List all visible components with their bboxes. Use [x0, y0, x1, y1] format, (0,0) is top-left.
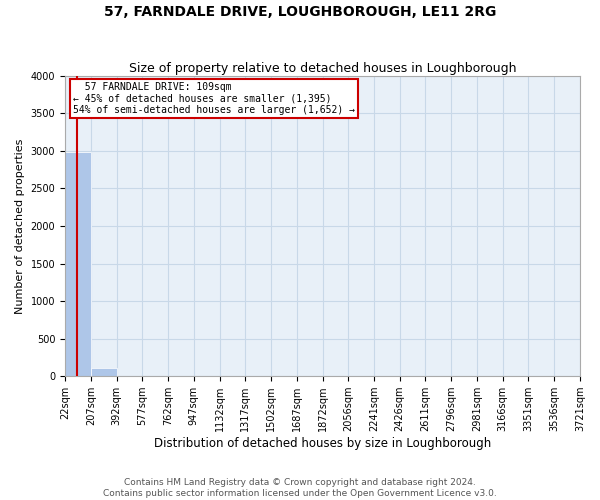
Text: Contains HM Land Registry data © Crown copyright and database right 2024.
Contai: Contains HM Land Registry data © Crown c… — [103, 478, 497, 498]
Text: 57, FARNDALE DRIVE, LOUGHBOROUGH, LE11 2RG: 57, FARNDALE DRIVE, LOUGHBOROUGH, LE11 2… — [104, 5, 496, 19]
X-axis label: Distribution of detached houses by size in Loughborough: Distribution of detached houses by size … — [154, 437, 491, 450]
Y-axis label: Number of detached properties: Number of detached properties — [15, 138, 25, 314]
Bar — [65, 152, 91, 376]
Title: Size of property relative to detached houses in Loughborough: Size of property relative to detached ho… — [129, 62, 516, 74]
Text: 57 FARNDALE DRIVE: 109sqm
← 45% of detached houses are smaller (1,395)
54% of se: 57 FARNDALE DRIVE: 109sqm ← 45% of detac… — [73, 82, 355, 115]
Bar — [91, 368, 116, 376]
